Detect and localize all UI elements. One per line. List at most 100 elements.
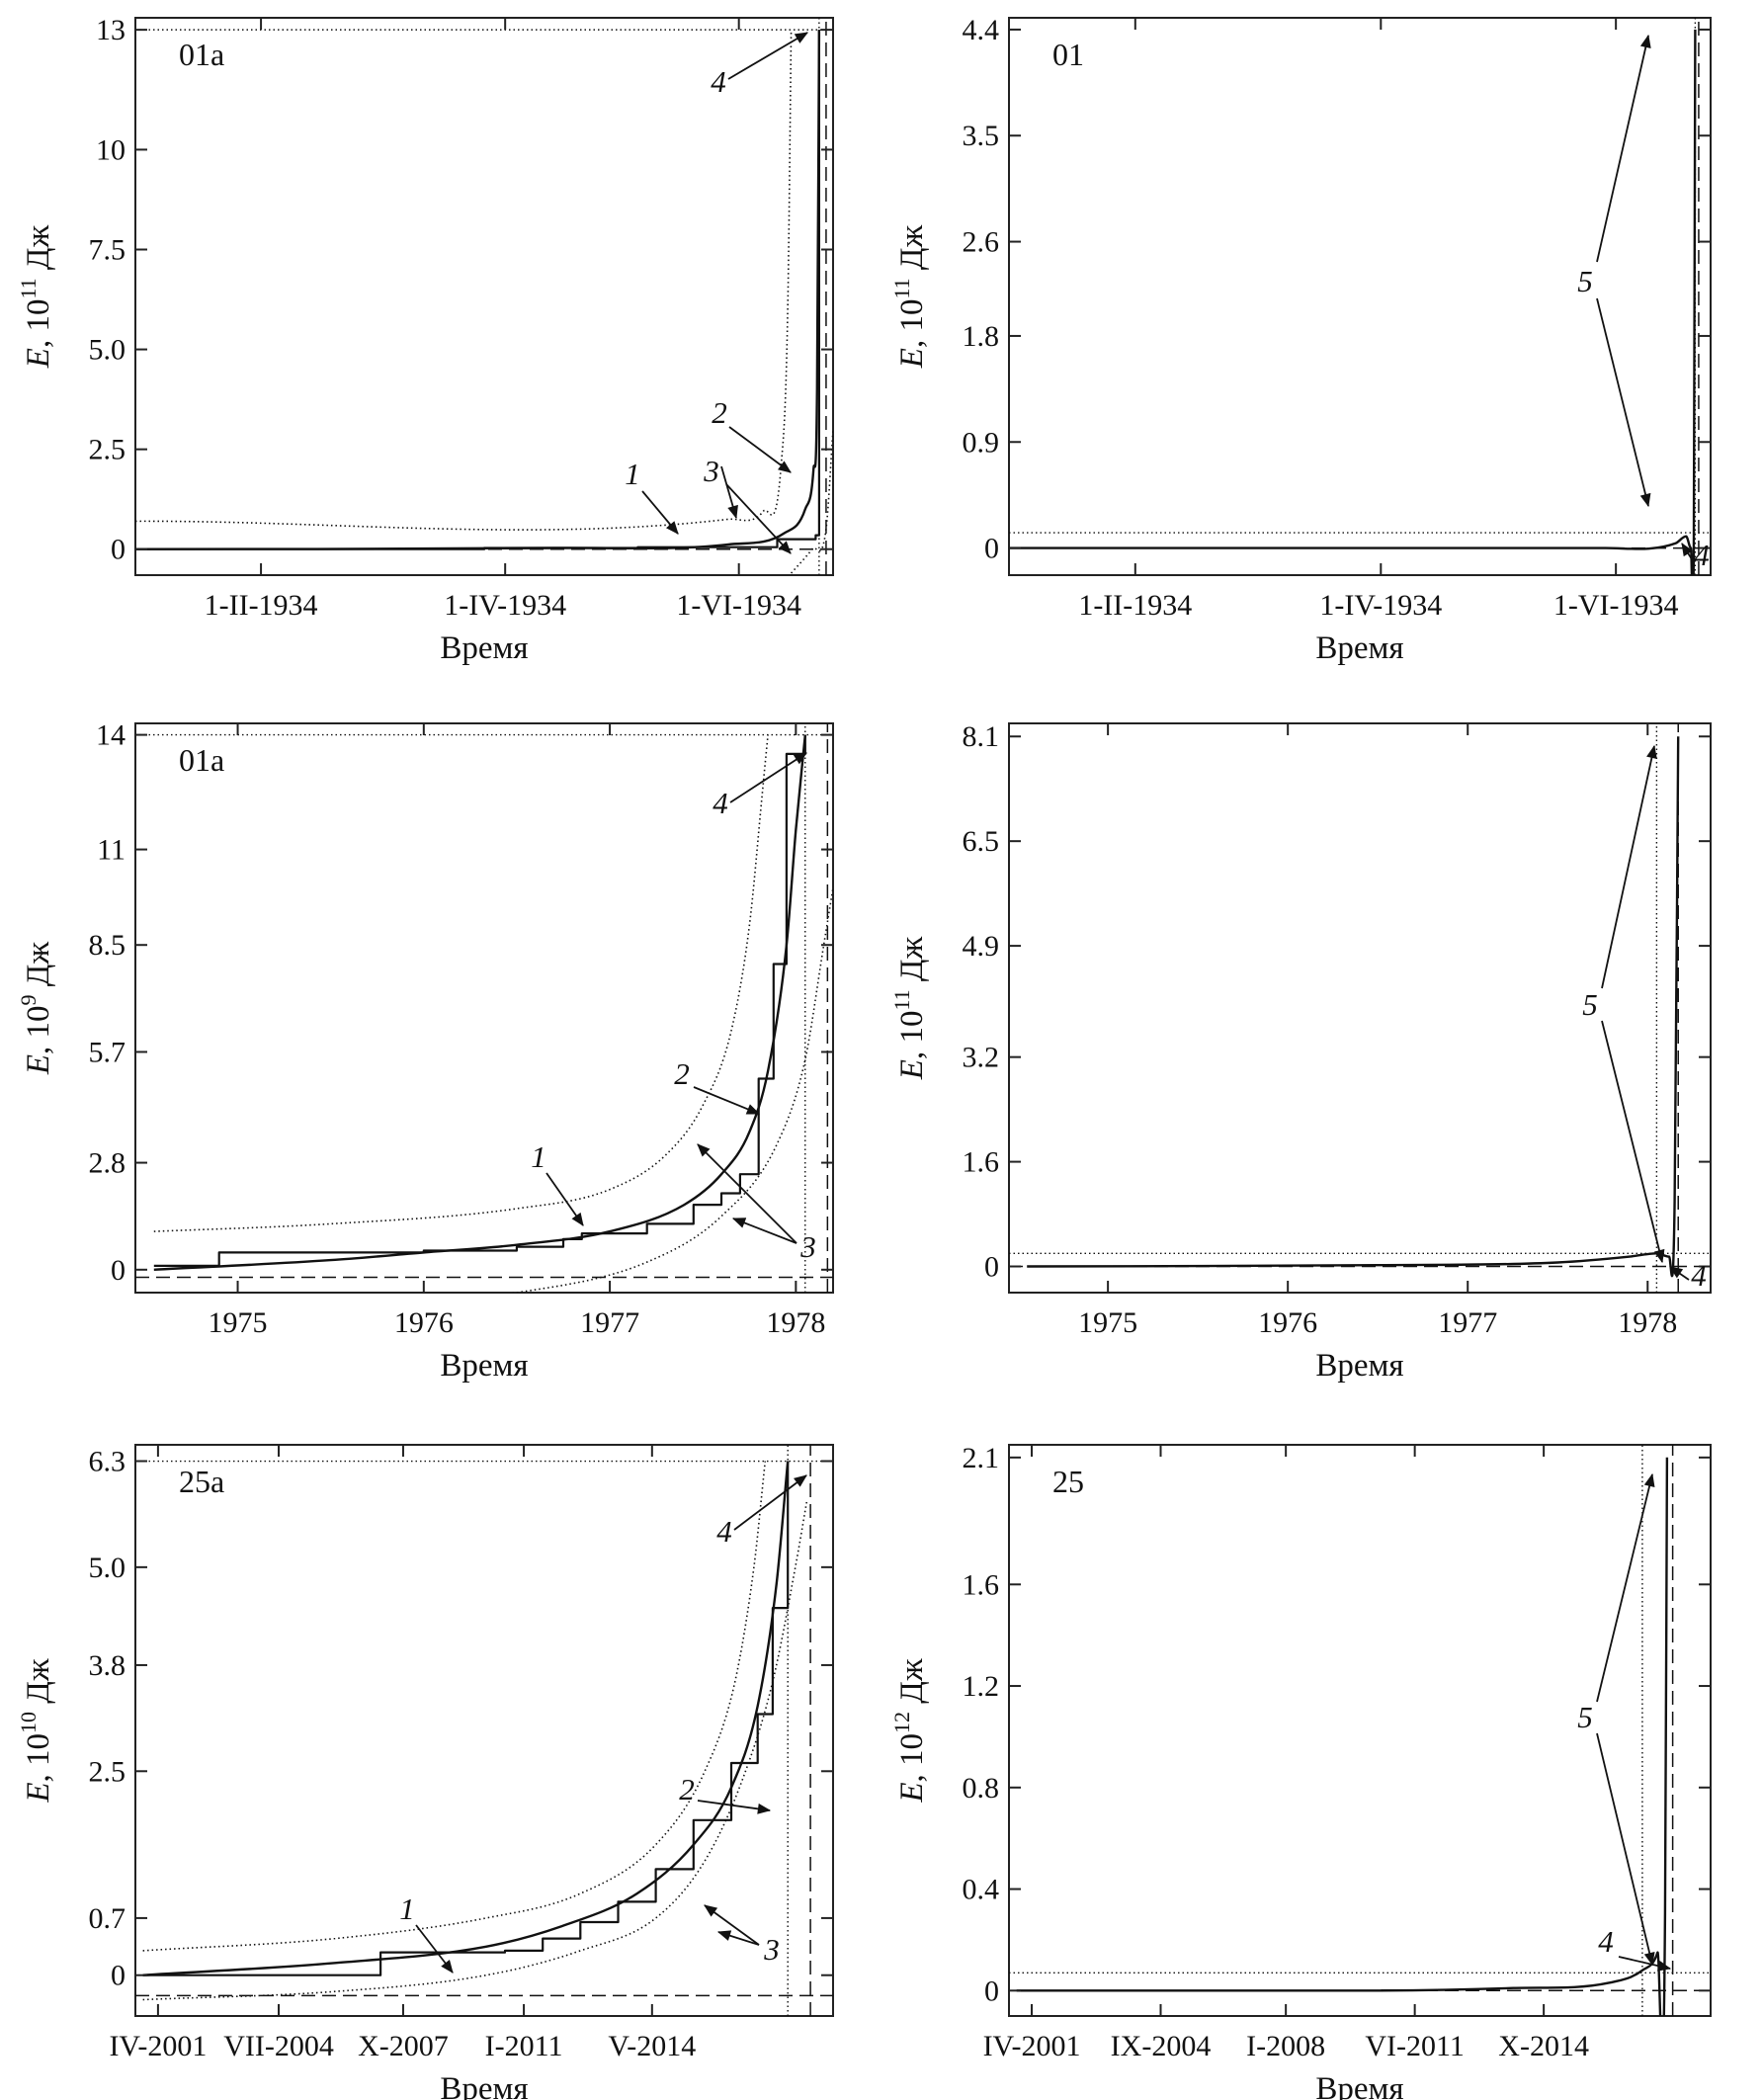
y-symbol: E xyxy=(21,348,56,369)
x-tick-label: 1-IV-1934 xyxy=(1319,589,1442,622)
panel-label: 01 xyxy=(1052,37,1084,72)
series-smooth-1 xyxy=(1016,1457,1669,2016)
callout-arrow xyxy=(1601,744,1657,989)
y-unit: Дж xyxy=(21,225,56,279)
y-symbol: E xyxy=(21,1054,56,1075)
chart-panel-5: 0 0.7 2.5 3.8 5.0 6.3 IV-2001 VII-2004 X-2007 I-2… xyxy=(16,1444,834,2100)
series-smooth-1 xyxy=(1009,29,1697,575)
y-sep: , 10 xyxy=(21,299,56,349)
callout-arrow xyxy=(729,752,807,803)
curve-callout: 4 xyxy=(1681,538,1710,572)
callout-arrow xyxy=(1618,1956,1672,1972)
series-dotted-3 xyxy=(135,30,793,531)
y-axis-label: E, 1012 Дж xyxy=(889,1658,930,1803)
y-tick-label: 3.2 xyxy=(963,1042,1000,1074)
curve-callout: 1 xyxy=(531,1139,584,1226)
y-symbol: E xyxy=(894,1782,930,1803)
callout-arrow xyxy=(725,483,792,554)
x-tick-label: 1976 xyxy=(394,1306,454,1339)
y-sep: , 10 xyxy=(21,1733,56,1783)
curve-callout: 1 xyxy=(625,457,679,535)
series-dotted-4 xyxy=(142,1501,808,2001)
curve-callout: 4 xyxy=(716,1474,807,1549)
x-tick-label: I-2011 xyxy=(485,2030,563,2062)
callout-label: 3 xyxy=(799,1229,816,1264)
series-smooth-2 xyxy=(142,1461,790,1976)
callout-arrow xyxy=(704,1904,760,1946)
x-tick-label: 1975 xyxy=(1078,1306,1137,1339)
callout-arrow xyxy=(716,1930,760,1946)
series-dotted-3 xyxy=(142,1461,767,1952)
x-tick-label: V-2014 xyxy=(608,2030,696,2062)
y-tick-label: 2.6 xyxy=(963,226,1000,259)
callout-label: 3 xyxy=(763,1932,780,1967)
x-tick-label: 1-II-1934 xyxy=(1078,589,1192,622)
callout-arrow xyxy=(1596,1732,1655,1967)
callout-arrow xyxy=(1601,1020,1665,1264)
callout-label: 2 xyxy=(679,1772,695,1806)
y-tick-label: 8.1 xyxy=(963,720,1000,753)
y-unit: Дж xyxy=(894,1658,930,1712)
curve-callout: 2 xyxy=(679,1772,772,1814)
y-sep: , 10 xyxy=(21,1005,56,1054)
x-tick-label: 1-VI-1934 xyxy=(1553,589,1679,622)
y-tick-label: 10 xyxy=(96,133,126,166)
panel-label: 01a xyxy=(179,37,224,72)
series-smooth-1 xyxy=(1027,736,1680,1278)
y-tick-label: 3.8 xyxy=(89,1649,126,1682)
callout-label: 4 xyxy=(713,786,728,820)
series-group xyxy=(1009,18,1711,575)
curve-callout: 3 xyxy=(697,1143,816,1264)
callout-arrow xyxy=(641,490,679,535)
y-sep: , 10 xyxy=(894,1733,930,1783)
x-tick-label: 1977 xyxy=(1438,1306,1497,1339)
curve-callout: 5 xyxy=(1577,1472,1655,1967)
callout-arrow xyxy=(693,1086,761,1115)
callout-label: 2 xyxy=(674,1056,690,1091)
curve-callout: 2 xyxy=(712,395,792,473)
callout-label: 1 xyxy=(399,1891,415,1926)
y-unit: Дж xyxy=(894,225,930,279)
callout-arrow xyxy=(1669,1266,1690,1281)
y-tick-label: 5.0 xyxy=(89,334,126,367)
x-tick-label: 1976 xyxy=(1258,1306,1317,1339)
plot-frame xyxy=(134,722,834,1294)
y-tick-label: 0 xyxy=(111,1254,126,1287)
callout-arrow xyxy=(1596,1472,1655,1703)
panel-label: 01a xyxy=(179,742,224,778)
x-axis-label: Время xyxy=(1315,2071,1403,2100)
y-tick-label: 8.5 xyxy=(89,929,126,962)
x-tick-label: 1978 xyxy=(1618,1306,1677,1339)
callout-label: 4 xyxy=(716,1514,732,1549)
callout-label: 5 xyxy=(1577,264,1593,298)
y-axis-label: E, 1011 Дж xyxy=(889,225,930,370)
y-tick-label: 4.4 xyxy=(963,14,1000,46)
callout-arrow xyxy=(697,1143,797,1244)
x-tick-label: I-2008 xyxy=(1246,2030,1325,2062)
callout-label: 1 xyxy=(625,457,640,491)
x-tick-label: 1977 xyxy=(580,1306,639,1339)
curve-callout: 4 xyxy=(1598,1924,1672,1972)
callout-arrow xyxy=(727,32,808,80)
x-tick-label: 1978 xyxy=(766,1306,825,1339)
y-tick-label: 0.4 xyxy=(963,1874,1000,1906)
callout-label: 2 xyxy=(712,395,727,430)
x-tick-label: X-2007 xyxy=(358,2030,449,2062)
plot-frame xyxy=(1008,17,1712,576)
curve-callout: 4 xyxy=(711,32,808,99)
series-step-1 xyxy=(142,1461,790,1976)
series-group xyxy=(1009,723,1711,1293)
callout-label: 1 xyxy=(531,1139,546,1174)
callout-arrow xyxy=(1596,297,1651,508)
y-unit: Дж xyxy=(894,937,930,990)
callout-label: 4 xyxy=(1694,538,1710,572)
y-axis-label: E, 109 Дж xyxy=(16,942,56,1075)
callout-arrow xyxy=(728,426,792,473)
y-tick-label: 3.5 xyxy=(963,120,1000,152)
chart-panel-6: 0 0.4 0.8 1.2 1.6 2.1 IV-2001 IX-2004 I-2008 VI-2… xyxy=(889,1442,1712,2100)
y-tick-label: 0 xyxy=(984,533,999,565)
y-exponent: 11 xyxy=(889,989,914,1010)
callout-label: 3 xyxy=(703,454,719,488)
y-tick-label: 11 xyxy=(97,834,126,867)
